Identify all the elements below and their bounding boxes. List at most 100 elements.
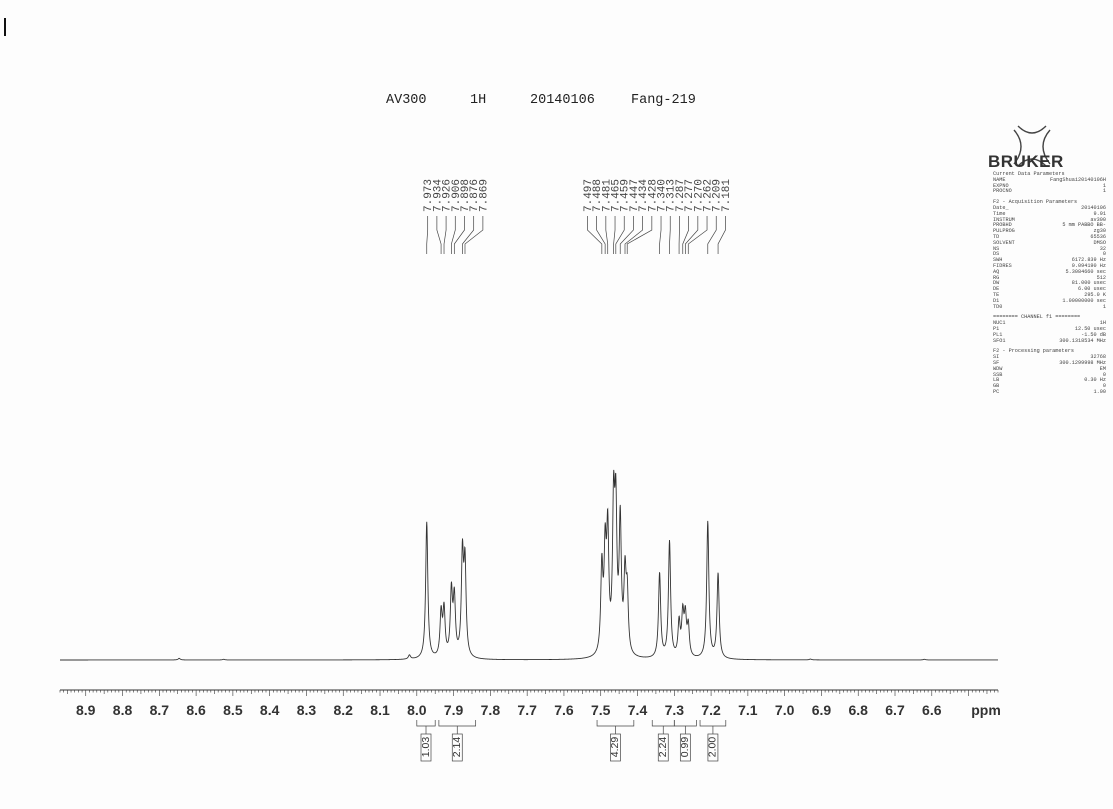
peak-label: 7.459 [620, 179, 632, 212]
parameter-value: 1 [1102, 182, 1106, 189]
parameter-row: Time 9.91 [993, 210, 1106, 218]
x-axis-tick-label: 7.4 [628, 702, 648, 718]
peak-connector [436, 216, 442, 254]
parameter-key: SSB [993, 371, 1003, 378]
parameter-row: TD0 1 [993, 303, 1106, 311]
parameter-value: zg30 [1093, 228, 1106, 235]
integral-box [451, 733, 463, 762]
peak-label: 7.181 [721, 179, 733, 212]
integral-value: 2.00 [707, 737, 719, 758]
x-axis-tick-label: 8.9 [76, 702, 96, 718]
parameter-value: 0 [1102, 371, 1106, 378]
scan-edge-mark [4, 18, 6, 36]
peak-connector [451, 216, 456, 254]
peak-label: 7.434 [638, 179, 650, 212]
integral-value: 4.29 [609, 737, 621, 758]
peak-connector [613, 216, 616, 254]
integral-value: 1.03 [420, 737, 432, 758]
x-axis-tick-label: 7.9 [444, 702, 464, 718]
parameter-row: TE 295.0 K [993, 291, 1106, 299]
parameter-key: WDW [993, 365, 1003, 372]
x-axis-tick-label: 8.2 [334, 702, 354, 718]
peak-label: 7.497 [583, 179, 595, 212]
parameter-row: D1 1.00000000 sec [993, 298, 1106, 305]
integral-bracket [438, 720, 477, 727]
parameter-value: 20140106 [1081, 204, 1106, 211]
x-axis-tick-label: 7.7 [517, 702, 537, 718]
integral-bracket [416, 720, 436, 727]
parameter-key: PL1 [993, 331, 1003, 338]
parameter-value: 5.3084660 sec [1065, 268, 1106, 275]
parameter-row: SFO1 300.1318534 MHz [993, 337, 1106, 345]
peak-connector [626, 216, 653, 254]
x-axis-tick-label: 8.4 [260, 702, 280, 718]
peak-connector [605, 216, 609, 254]
parameter-row: SF 300.1299998 MHz [993, 359, 1106, 367]
parameter-row: Date_ 20140106 [993, 204, 1106, 212]
x-axis-tick-label: 8.5 [223, 702, 243, 718]
parameter-row: PC 1.00 [993, 388, 1106, 396]
parameter-key: SF [993, 359, 1000, 366]
parameter-panel: Current Data Parameters NAME FangShuai2014… [993, 171, 1106, 396]
parameter-row: SSB 0 [993, 371, 1106, 379]
parameter-value: 81.000 usec [1071, 280, 1106, 287]
x-axis-tick-label: 8.8 [113, 702, 133, 718]
parameter-value: 512 [1096, 274, 1106, 281]
parameter-key: DW [993, 280, 1000, 287]
title-nucleus: 1H [470, 93, 487, 108]
parameter-key: TE [993, 291, 1000, 298]
x-axis-tick-label: 7.5 [591, 702, 611, 718]
parameter-key: DE [993, 286, 1000, 293]
spectrum-title: AV300 1H 20140106 Fang-219 [0, 93, 1113, 113]
peak-connector [669, 216, 671, 254]
parameter-key: SFO1 [993, 337, 1006, 344]
x-axis-tick-label: 7.8 [481, 702, 501, 718]
title-instrument: AV300 [386, 93, 427, 108]
peak-label: 7.869 [478, 179, 490, 212]
peak-label: 7.340 [657, 179, 669, 212]
parameter-row: LB 0.30 Hz [993, 377, 1106, 384]
integral-box [679, 733, 691, 762]
parameter-value: 300.1299998 MHz [1059, 359, 1106, 366]
parameter-key: Date_ [993, 204, 1009, 211]
parameter-key: NAME [993, 176, 1006, 183]
parameter-value: av300 [1090, 216, 1106, 223]
parameter-row: AQ 5.3084660 sec [993, 268, 1106, 276]
parameter-row: P1 12.50 usec [993, 326, 1106, 333]
parameter-key: AQ [993, 268, 1000, 275]
peak-label: 7.209 [712, 179, 724, 212]
x-axis-tick-label: 8.7 [150, 702, 170, 718]
parameter-value: FangShuai20140106H [1049, 176, 1106, 183]
x-axis-tick-label: 8.6 [186, 702, 206, 718]
peak-label: 7.934 [432, 179, 444, 212]
parameter-row: NUC1 1H [993, 320, 1106, 327]
peak-label: 7.488 [592, 179, 604, 212]
integral-bracket [699, 720, 727, 727]
parameter-key: TD0 [993, 303, 1003, 310]
integral-bracket [673, 720, 697, 727]
parameter-key: GB [993, 383, 1000, 390]
parameter-key: FIDRES [993, 262, 1012, 269]
title-sample: Fang-219 [631, 93, 696, 108]
peak-label: 7.270 [693, 179, 705, 212]
parameter-value: 1.00 [1093, 388, 1106, 395]
peak-label: 7.447 [629, 179, 641, 212]
parameter-value: 1 [1102, 188, 1106, 195]
x-axis-tick-label: 7.1 [738, 702, 758, 718]
parameter-key: RG [993, 274, 1000, 281]
peak-label: 7.428 [647, 179, 659, 212]
parameter-key: PULPROG [993, 228, 1015, 235]
peak-label: 7.876 [469, 179, 481, 212]
x-axis-tick-label: 8.1 [370, 702, 390, 718]
parameter-key: PROCNO [993, 188, 1012, 195]
integral-value: 2.14 [451, 737, 463, 758]
parameter-value: 9.91 [1093, 210, 1106, 217]
parameter-row: PROCNO 1 [993, 189, 1106, 195]
peak-connector [707, 216, 717, 254]
peak-connector [687, 216, 708, 254]
peak-label: 7.906 [451, 179, 463, 212]
x-axis-tick-label: 6.9 [812, 702, 832, 718]
peak-label: 7.973 [423, 179, 435, 212]
bruker-logo-icon [1013, 125, 1051, 167]
